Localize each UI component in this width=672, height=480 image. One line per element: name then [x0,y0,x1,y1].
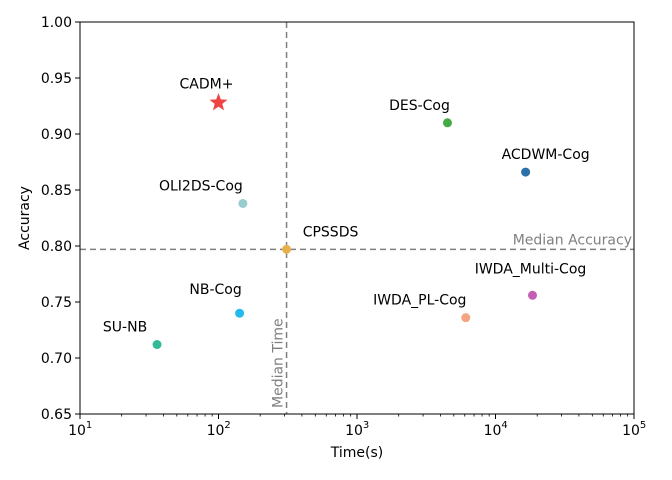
y-tick-label: 0.80 [41,239,72,255]
x-tick-exponent: 1 [86,420,92,431]
point-cpssds [282,244,292,254]
x-tick-label: 10 [622,423,640,439]
x-tick-label: 10 [484,423,502,439]
x-tick-exponent: 2 [224,420,230,431]
point-su-nb [152,340,162,350]
point-oli2ds-cog [238,198,248,208]
point-label-nb-cog: NB-Cog [189,282,241,298]
point-label-iwda-multi-cog: IWDA_Multi-Cog [475,261,587,277]
data-points [152,93,538,350]
point-label-acdwm-cog: ACDWM-Cog [502,147,590,163]
median-time-label: Median Time [271,318,287,408]
reference-lines: Median Time Median Accuracy [80,22,634,414]
y-tick-label: 1.00 [41,15,72,31]
x-tick-label: 10 [68,423,86,439]
x-axis-label: Time(s) [330,445,383,461]
median-accuracy-label: Median Accuracy [513,232,632,248]
plot-frame [79,21,635,415]
point-iwda-multi-cog [528,290,538,300]
y-tick-label: 0.65 [41,407,72,423]
point-label-iwda-pl-cog: IWDA_PL-Cog [373,293,466,309]
point-acdwm-cog [521,167,531,177]
point-label-oli2ds-cog: OLI2DS-Cog [159,178,243,194]
point-iwda-pl-cog [461,313,471,323]
point-des-cog [442,118,452,128]
y-axis-label: Accuracy [17,186,33,250]
y-tick-label: 0.95 [41,71,72,87]
point-cadm [209,93,228,111]
point-label-cadm: CADM+ [180,77,234,93]
y-tick-label: 0.85 [41,183,72,199]
x-tick-exponent: 3 [363,420,369,431]
point-label-des-cog: DES-Cog [389,98,450,114]
x-tick-label: 10 [345,423,363,439]
x-tick-exponent: 5 [640,420,646,431]
y-tick-label: 0.75 [41,295,72,311]
point-label-cpssds: CPSSDS [303,224,359,240]
point-label-su-nb: SU-NB [103,320,147,336]
x-tick-exponent: 4 [501,420,507,431]
y-tick-label: 0.70 [41,351,72,367]
point-labels: CADM+ DES-Cog ACDWM-Cog OLI2DS-Cog CPSSDS IWD… [103,77,590,336]
x-tick-label: 10 [207,423,225,439]
point-nb-cog [235,308,245,318]
y-axis-ticks: 0.65 0.70 0.75 0.80 0.85 0.90 0.95 1.00 [41,15,80,423]
y-tick-label: 0.90 [41,127,72,143]
x-axis-ticks: 10 1 10 2 10 3 10 4 10 5 [68,414,646,439]
